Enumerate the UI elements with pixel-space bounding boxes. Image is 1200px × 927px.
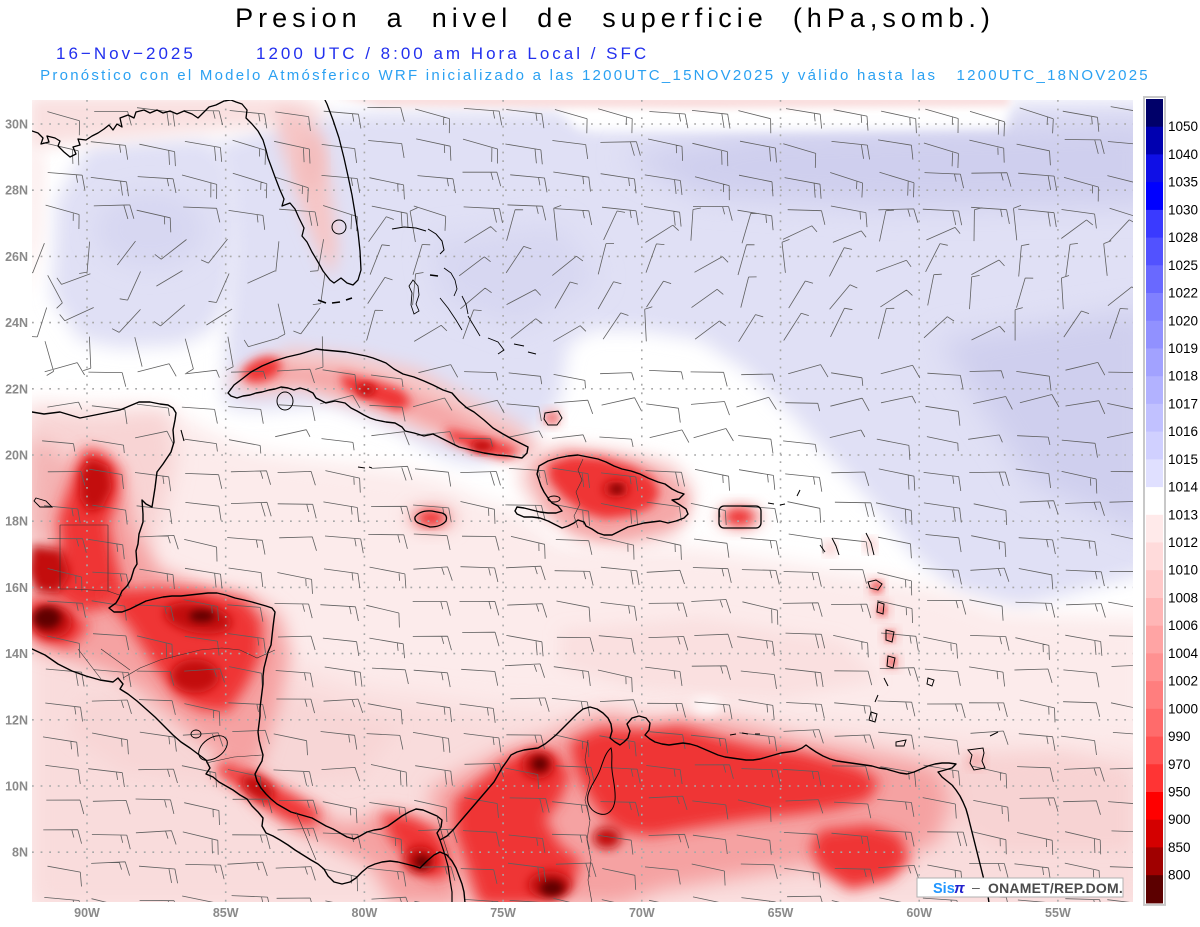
svg-text:75W: 75W [490, 906, 516, 920]
svg-text:1012: 1012 [1168, 535, 1198, 550]
svg-text:1018: 1018 [1168, 369, 1198, 384]
svg-text:1015: 1015 [1168, 452, 1198, 467]
svg-text:1050: 1050 [1168, 119, 1198, 134]
svg-text:1014: 1014 [1168, 480, 1199, 495]
svg-text:950: 950 [1168, 785, 1191, 800]
svg-text:30N: 30N [5, 118, 28, 132]
svg-text:1030: 1030 [1168, 202, 1198, 217]
svg-text:Sis: Sis [933, 881, 955, 897]
svg-text:1022: 1022 [1168, 286, 1198, 301]
svg-text:10N: 10N [5, 780, 28, 794]
svg-text:π: π [954, 880, 965, 897]
svg-text:1000: 1000 [1168, 701, 1198, 716]
svg-text:1010: 1010 [1168, 563, 1198, 578]
svg-text:850: 850 [1168, 840, 1191, 855]
svg-text:80W: 80W [352, 906, 378, 920]
svg-text:1008: 1008 [1168, 591, 1198, 606]
svg-text:8N: 8N [12, 846, 28, 860]
svg-text:–: – [972, 879, 980, 895]
svg-text:24N: 24N [5, 316, 28, 330]
svg-text:1013: 1013 [1168, 507, 1198, 522]
svg-text:60W: 60W [906, 906, 932, 920]
svg-text:ONAMET/REP.DOM.: ONAMET/REP.DOM. [988, 880, 1123, 896]
svg-text:1004: 1004 [1168, 646, 1199, 661]
svg-text:22N: 22N [5, 382, 28, 396]
svg-text:800: 800 [1168, 868, 1191, 883]
svg-text:1016: 1016 [1168, 424, 1198, 439]
svg-text:14N: 14N [5, 647, 28, 661]
svg-text:1002: 1002 [1168, 674, 1198, 689]
svg-text:18N: 18N [5, 515, 28, 529]
svg-text:28N: 28N [5, 184, 28, 198]
svg-text:65W: 65W [768, 906, 794, 920]
svg-text:1020: 1020 [1168, 313, 1198, 328]
svg-text:90W: 90W [74, 906, 100, 920]
svg-text:20N: 20N [5, 449, 28, 463]
svg-text:1006: 1006 [1168, 618, 1198, 633]
svg-text:1028: 1028 [1168, 230, 1198, 245]
svg-text:70W: 70W [629, 906, 655, 920]
svg-text:26N: 26N [5, 250, 28, 264]
svg-text:900: 900 [1168, 812, 1191, 827]
svg-text:1017: 1017 [1168, 396, 1198, 411]
svg-text:1040: 1040 [1168, 147, 1198, 162]
svg-text:85W: 85W [213, 906, 239, 920]
svg-text:1019: 1019 [1168, 341, 1198, 356]
svg-text:55W: 55W [1045, 906, 1071, 920]
svg-text:990: 990 [1168, 729, 1191, 744]
svg-text:970: 970 [1168, 757, 1191, 772]
svg-text:16N: 16N [5, 581, 28, 595]
svg-text:1025: 1025 [1168, 258, 1198, 273]
svg-text:12N: 12N [5, 713, 28, 727]
svg-text:1035: 1035 [1168, 175, 1198, 190]
